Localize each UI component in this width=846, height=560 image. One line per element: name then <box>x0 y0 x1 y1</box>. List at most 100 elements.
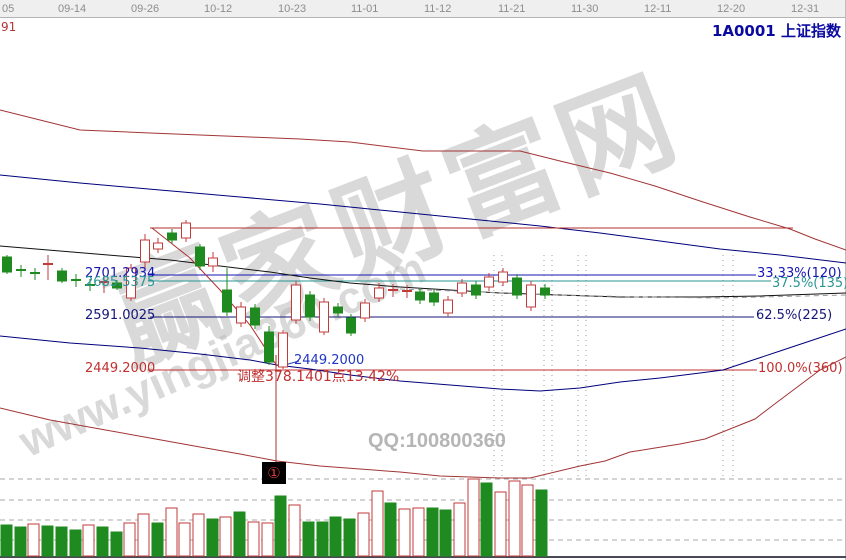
volume-bar <box>439 509 452 557</box>
volume-bar <box>233 511 246 557</box>
candlestick <box>540 287 550 296</box>
low-price-callout: 2449.2000 <box>294 353 365 368</box>
candlestick <box>167 232 177 241</box>
candlestick <box>471 284 481 296</box>
price-level-label: 2701.2934 <box>85 266 156 281</box>
volume-bar <box>453 502 466 557</box>
axis-date-label: 12-31 <box>791 3 820 15</box>
axis-date-label: 09-14 <box>58 3 87 15</box>
candlestick <box>236 306 246 324</box>
volume-bar <box>165 507 178 557</box>
candlestick <box>429 292 439 303</box>
volume-bar <box>274 495 287 557</box>
price-level-label: 2685.5375 <box>85 275 156 290</box>
candlestick <box>264 331 274 363</box>
candlestick <box>360 302 370 319</box>
volume-bar <box>384 502 397 557</box>
volume-bar <box>316 521 329 557</box>
volume-bar <box>398 508 411 557</box>
candlestick <box>208 257 218 267</box>
volume-bar <box>96 526 109 557</box>
candlestick <box>2 256 12 273</box>
volume-bar <box>288 504 301 557</box>
volume-bar <box>55 526 68 557</box>
axis-date-label: 09-26 <box>131 3 160 15</box>
volume-bar <box>357 512 370 557</box>
volume-bar <box>412 507 425 557</box>
candlestick <box>526 284 536 308</box>
volume-bar <box>69 529 82 557</box>
axis-date-label: 11-01 <box>351 3 379 15</box>
candlestick <box>443 299 453 314</box>
fib-percent-label: 37.5%(135) <box>772 276 846 291</box>
candlestick <box>291 284 301 321</box>
volume-bar <box>123 522 136 557</box>
volume-bar <box>426 507 439 557</box>
axis-date-label: 11-30 <box>571 3 599 15</box>
volume-bar <box>0 524 13 557</box>
candlestick <box>374 287 384 299</box>
candlestick <box>498 271 508 283</box>
volume-bar <box>494 491 507 557</box>
volume-bar <box>535 489 548 557</box>
volume-bar <box>247 521 260 557</box>
date-axis: 05 09-14 09-26 10-12 10-23 11-01 11-12 11-21 11-… <box>0 0 846 18</box>
volume-bar <box>151 522 164 557</box>
candlestick <box>512 277 522 296</box>
symbol-name: 上证指数 <box>780 22 841 40</box>
axis-date-label: 10-23 <box>278 3 307 15</box>
volume-bar <box>521 484 534 557</box>
volume-bar <box>27 523 40 557</box>
volume-bar <box>41 525 54 557</box>
candlestick <box>319 301 329 333</box>
volume-bar <box>302 521 315 557</box>
volume-bar <box>508 480 521 557</box>
fib-percent-label: 100.0%(360) <box>758 361 843 376</box>
candlestick <box>346 317 356 334</box>
decline-trendline <box>151 227 278 367</box>
candlestick <box>181 222 191 239</box>
axis-date-label: 11-12 <box>424 3 452 15</box>
volume-bar <box>178 522 191 557</box>
volume-bar <box>261 522 274 557</box>
symbol-code: 1A0001 <box>711 22 776 40</box>
volume-bar <box>82 524 95 557</box>
annotation-marker[interactable]: ① <box>262 462 286 484</box>
candlestick <box>153 242 163 250</box>
candlestick <box>126 267 136 299</box>
volume-bar <box>137 513 150 557</box>
axis-date-label: 12-11 <box>644 3 672 15</box>
volume-bar <box>192 513 205 557</box>
fib-percent-label: 33.33%(120) <box>757 266 842 281</box>
candlestick <box>112 282 122 289</box>
candlestick <box>278 332 288 368</box>
axis-date-label: 05 <box>2 3 15 15</box>
candlestick <box>484 276 494 288</box>
lower-red-band <box>0 356 846 479</box>
volume-bar <box>371 490 384 557</box>
axis-date-label: 12-20 <box>717 3 746 15</box>
upper-red-band <box>0 109 846 251</box>
volume-bar <box>467 478 480 557</box>
lower-navy-ma <box>0 328 846 392</box>
volume-bar <box>343 518 356 557</box>
price-level-label: 2591.0025 <box>85 308 156 323</box>
volume-bar <box>206 518 219 557</box>
axis-date-label: 11-21 <box>498 3 526 15</box>
symbol-title: 1A0001 上证指数 <box>712 20 841 41</box>
volume-bar <box>219 516 232 557</box>
candlestick <box>457 282 467 294</box>
marker-number-icon: ① <box>267 464 281 482</box>
upper-navy-ma <box>0 174 846 264</box>
decline-annotation: 调整378.1401点13.42% <box>237 369 400 385</box>
candlestick <box>250 307 260 326</box>
candlestick <box>195 246 205 267</box>
fib-percent-label: 62.5%(225) <box>756 308 833 323</box>
volume-bar <box>329 516 342 557</box>
volume-bar <box>110 531 123 557</box>
volume-bar <box>14 526 27 557</box>
candlestick <box>305 294 315 318</box>
bottom-frame-border <box>0 556 846 558</box>
